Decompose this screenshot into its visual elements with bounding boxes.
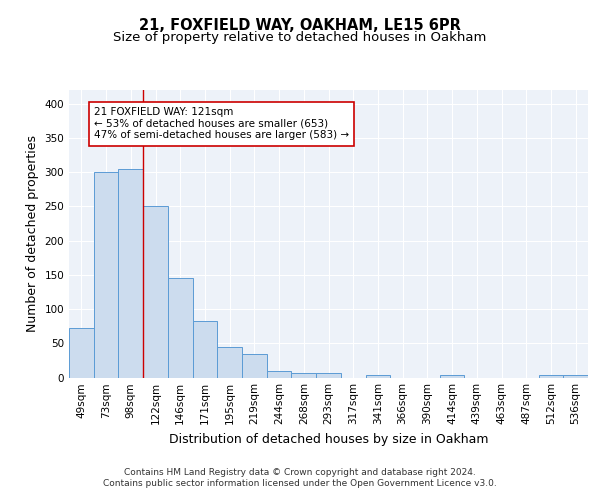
Bar [563, 376, 588, 378]
Bar [292, 374, 316, 378]
Y-axis label: Number of detached properties: Number of detached properties [26, 135, 39, 332]
Text: 21 FOXFIELD WAY: 121sqm
← 53% of detached houses are smaller (653)
47% of semi-d: 21 FOXFIELD WAY: 121sqm ← 53% of detache… [94, 107, 349, 140]
Bar [539, 376, 563, 378]
Bar [193, 320, 217, 378]
Text: Contains HM Land Registry data © Crown copyright and database right 2024.
Contai: Contains HM Land Registry data © Crown c… [103, 468, 497, 487]
Bar [94, 172, 118, 378]
Text: 21, FOXFIELD WAY, OAKHAM, LE15 6PR: 21, FOXFIELD WAY, OAKHAM, LE15 6PR [139, 18, 461, 32]
Bar [242, 354, 267, 378]
Bar [69, 328, 94, 378]
X-axis label: Distribution of detached houses by size in Oakham: Distribution of detached houses by size … [169, 433, 488, 446]
Text: Size of property relative to detached houses in Oakham: Size of property relative to detached ho… [113, 31, 487, 44]
Bar [267, 370, 292, 378]
Bar [168, 278, 193, 378]
Bar [217, 346, 242, 378]
Bar [440, 376, 464, 378]
Bar [365, 376, 390, 378]
Bar [118, 168, 143, 378]
Bar [316, 374, 341, 378]
Bar [143, 206, 168, 378]
